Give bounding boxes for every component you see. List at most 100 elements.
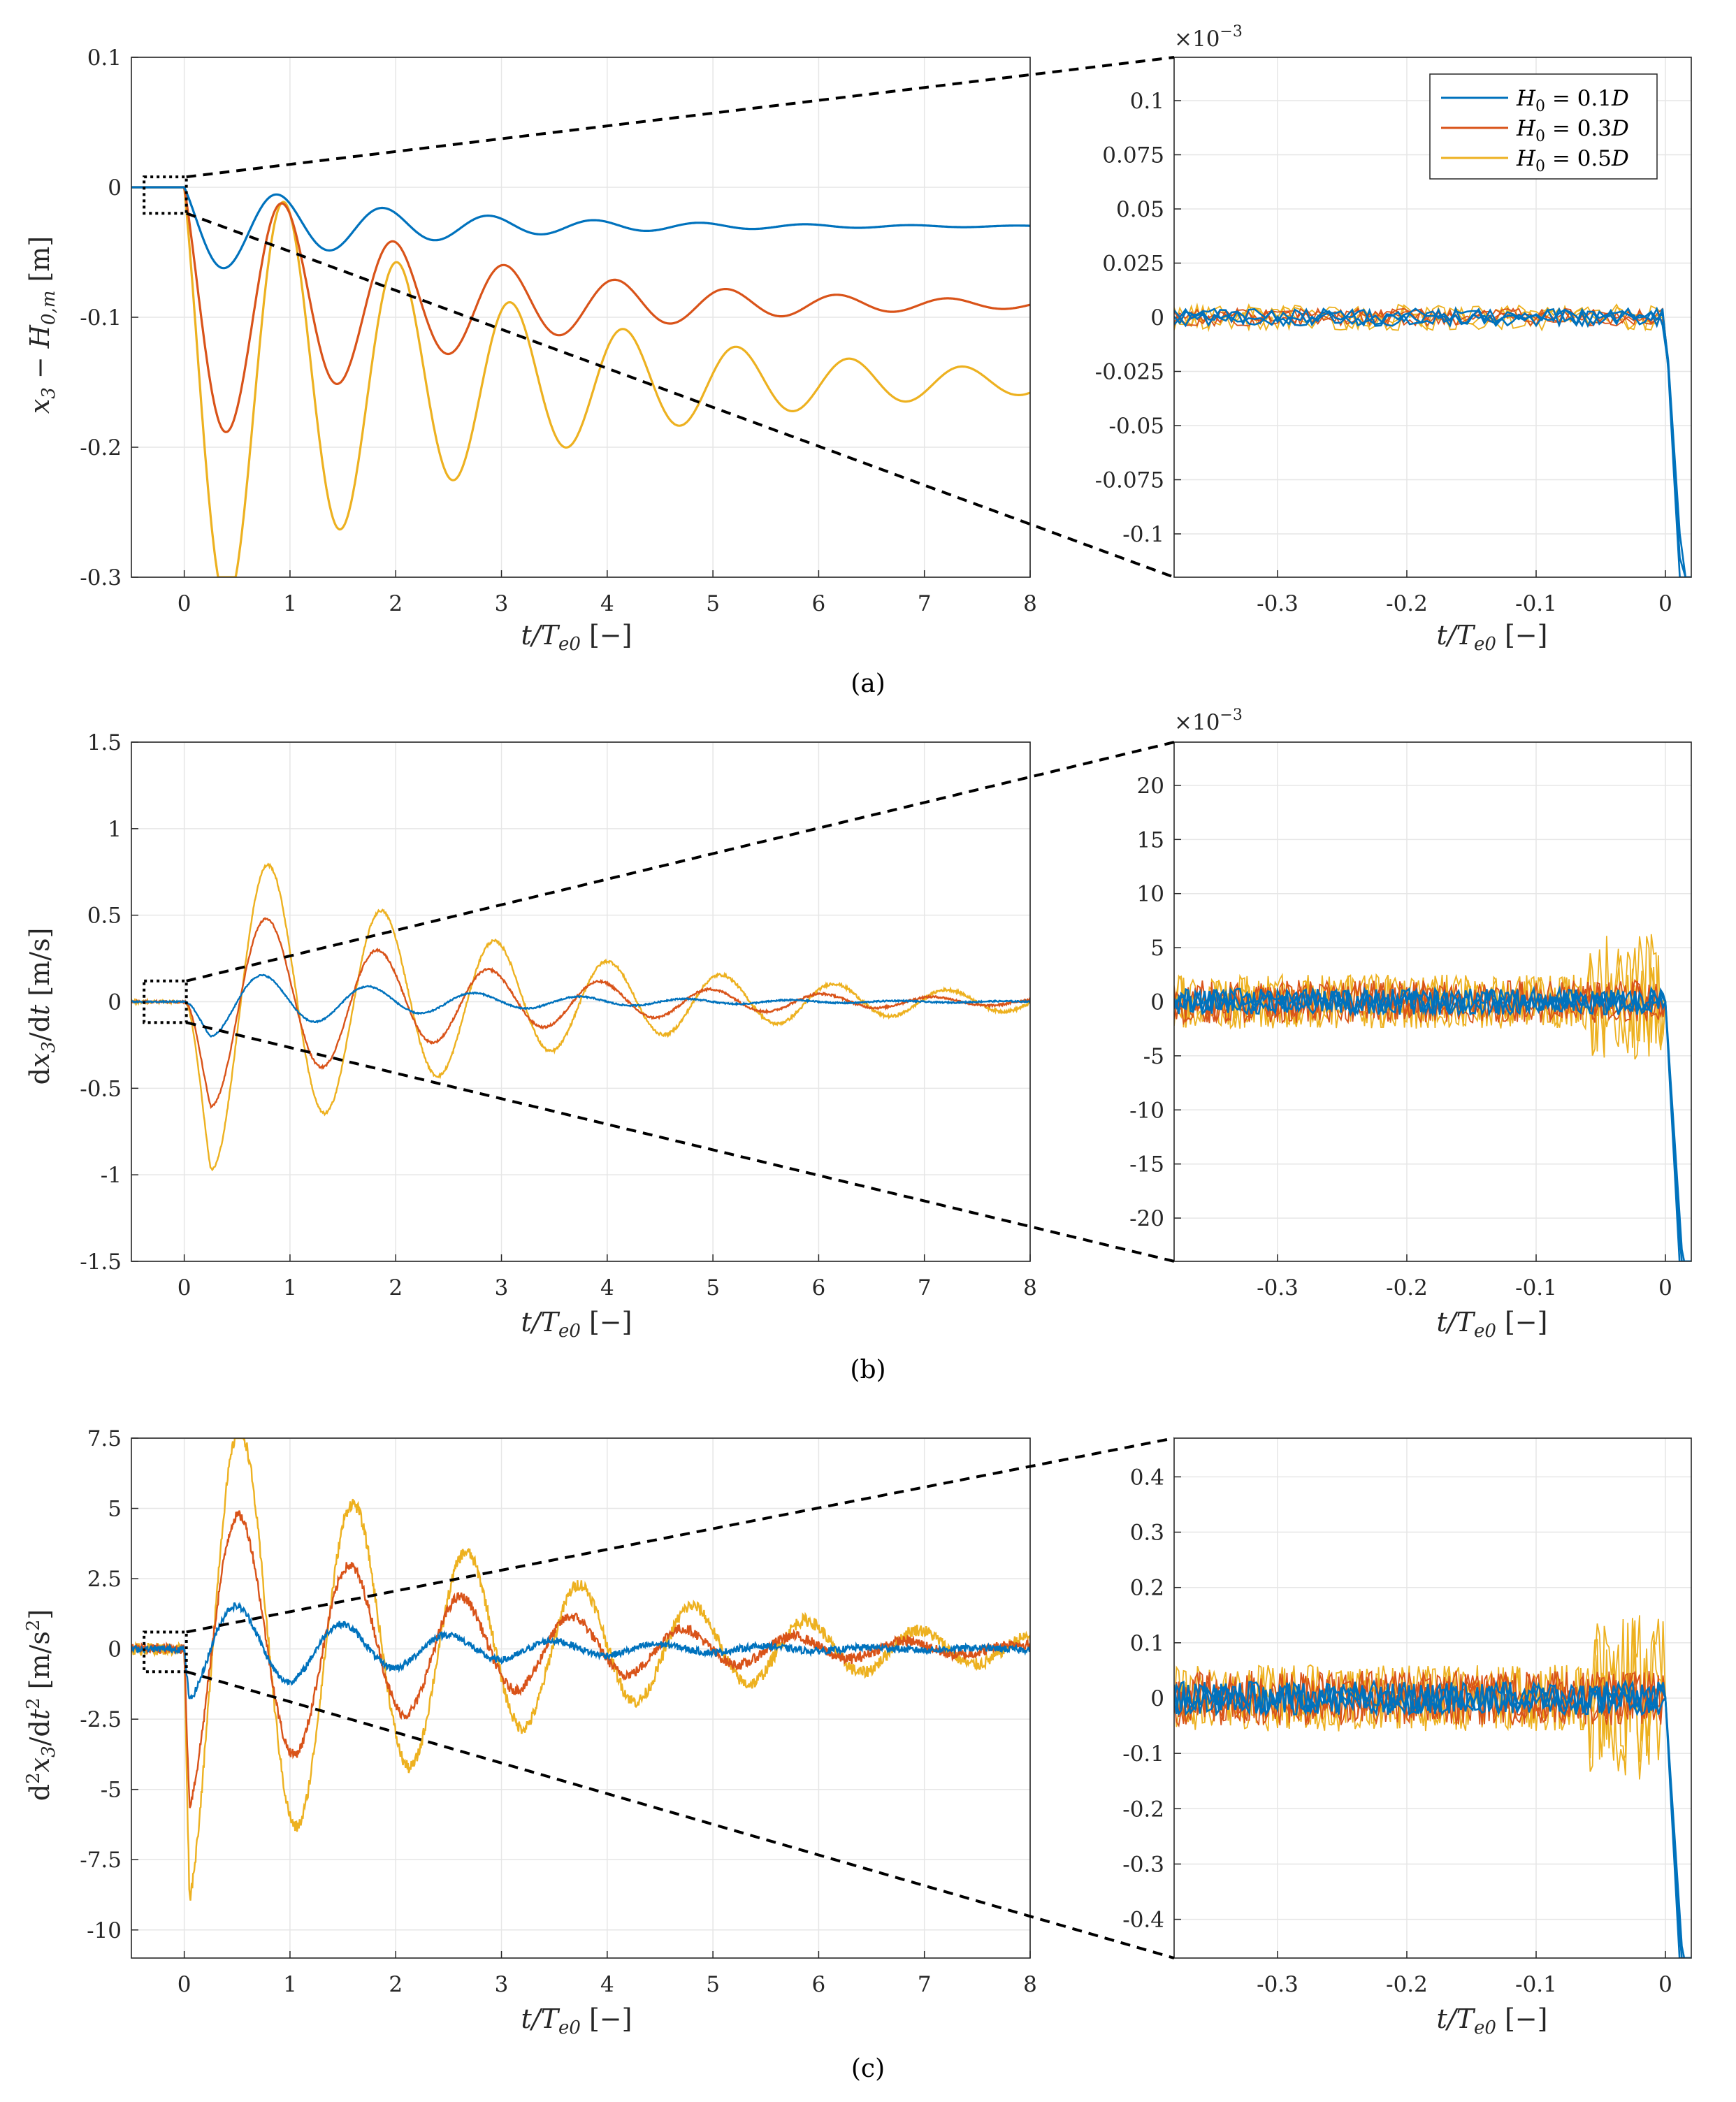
y-tick-label: 0 — [108, 1637, 122, 1662]
x-tick-label: 6 — [812, 1972, 826, 1997]
x-tick-label: -0.1 — [1515, 1275, 1557, 1300]
y-tick-label: 15 — [1137, 827, 1164, 853]
exponent-b-zoom: ×10−3 — [1174, 706, 1243, 735]
x-tick-label: 0 — [178, 1972, 191, 1997]
x-tick-label: -0.2 — [1386, 1972, 1428, 1997]
series-line-h003d — [131, 917, 1030, 1109]
ylabel-b-main: dx3/dt [m/s] — [24, 928, 59, 1085]
x-tick-label: 2 — [389, 1275, 403, 1300]
zoom-series-line — [1174, 985, 1691, 1261]
x-tick-label: 7 — [918, 591, 932, 616]
y-tick-label: 1 — [108, 817, 122, 842]
series-line-h001d — [131, 186, 1030, 270]
zoom-series-line — [1174, 936, 1691, 1261]
y-tick-label: 1.5 — [87, 730, 122, 755]
caption-b: (b) — [850, 1356, 885, 1384]
y-tick-label: -5 — [1143, 1044, 1164, 1069]
y-tick-label: 0.05 — [1116, 197, 1164, 222]
series-line-h005d — [131, 1438, 1030, 1901]
xlabel-b-main: t/Te0 [−] — [521, 1307, 632, 1342]
y-tick-label: -2.5 — [80, 1707, 122, 1732]
zoom-connector-bottom — [186, 1670, 1175, 1959]
x-tick-label: 7 — [918, 1275, 932, 1300]
plot-area — [131, 1438, 1030, 1958]
chart-c-zoom: -0.3 -0.2 -0.1 0 -0.4 -0.3 -0.2 -0.1 0 0.1 0.2 0.3 0… — [1122, 1437, 1692, 1997]
axes-frame — [131, 1437, 1031, 1959]
y-tick-label: -7.5 — [80, 1848, 122, 1873]
x-tick-label: 1 — [283, 1275, 297, 1300]
zoom-connectors — [185, 56, 1175, 1959]
y-tick-label: -0.3 — [80, 565, 122, 590]
y-tick-label: -0.1 — [1122, 1741, 1164, 1767]
y-tick-label: -0.4 — [1122, 1908, 1164, 1933]
x-tick-label: 3 — [495, 1275, 509, 1300]
x-tick-label: 0 — [1658, 1972, 1672, 1997]
x-tick-label: 8 — [1023, 1275, 1037, 1300]
y-tick-label: -0.3 — [1122, 1852, 1164, 1877]
y-tick-label: 10 — [1137, 882, 1164, 907]
x-tick-label: 4 — [600, 1275, 614, 1300]
x-tick-label: 2 — [389, 591, 403, 616]
y-tick-label: 0.1 — [87, 45, 122, 71]
chart-b-main: 0 1 2 3 4 5 6 7 8 -1.5 -1 -0.5 0 0.5 1 1.5 — [80, 730, 1037, 1300]
zoom-box — [143, 979, 188, 1024]
panel-a: 0 1 2 3 4 5 6 7 8 -0.3 -0.2 -0.1 0 0.1 -0.3 -0.2 -0.1 0 -… — [24, 23, 1692, 698]
caption-a: (a) — [851, 669, 885, 698]
x-tick-label: 1 — [283, 591, 297, 616]
zoom-box — [143, 1630, 188, 1674]
axes-frame — [131, 741, 1031, 1262]
y-tick-label: -1.5 — [80, 1249, 122, 1275]
legend-label-h05: H0 = 0.5D — [1516, 146, 1629, 175]
y-tick-label: -1 — [101, 1163, 122, 1188]
x-tick-label: -0.1 — [1515, 1972, 1557, 1997]
y-tick-label: 20 — [1137, 774, 1164, 799]
axes-frame — [1173, 1437, 1692, 1959]
y-tick-label: -10 — [1129, 1098, 1164, 1123]
x-tick-label: 8 — [1023, 1972, 1037, 1997]
legend-label-h03: H0 = 0.3D — [1516, 116, 1629, 145]
y-tick-label: -5 — [101, 1778, 122, 1803]
x-tick-label: 3 — [495, 591, 509, 616]
panel-b: 0 1 2 3 4 5 6 7 8 -1.5 -1 -0.5 0 0.5 1 1.5 -0.3 -0.2 -0.1… — [24, 706, 1692, 1384]
y-tick-label: -0.1 — [80, 305, 122, 331]
panel-c: 0 1 2 3 4 5 6 7 8-10-7.5-5-2.502.557.5 -0.3 -0.2-… — [23, 1426, 1692, 2083]
y-tick-label: 0 — [108, 990, 122, 1015]
x-tick-label: 0 — [178, 591, 191, 616]
zoom-connector-bottom — [186, 1021, 1175, 1263]
caption-c: (c) — [851, 2054, 885, 2083]
y-tick-label: 0 — [1150, 990, 1164, 1015]
y-tick-label: -10 — [87, 1918, 122, 1943]
y-tick-label: -0.05 — [1109, 414, 1165, 439]
series-line-h001d — [131, 973, 1030, 1038]
y-tick-label: 0.1 — [1130, 89, 1164, 114]
xlabel-c-main: t/Te0 [−] — [521, 2003, 632, 2038]
legend-label-h01: H0 = 0.1D — [1516, 86, 1629, 115]
chart-c-main: 0 1 2 3 4 5 6 7 8 -10 -7.5 -5 -2.5 0 2.5 5 7.5 — [80, 1426, 1037, 1997]
y-tick-label: 0.025 — [1102, 252, 1164, 277]
x-tick-label: 5 — [706, 591, 720, 616]
series-line-h003d — [131, 1510, 1030, 1809]
y-tick-label: 0 — [1150, 1686, 1164, 1711]
y-tick-label: 0.4 — [1130, 1465, 1164, 1490]
y-tick-label: 0.075 — [1102, 143, 1164, 168]
x-tick-label: 0 — [178, 1275, 191, 1300]
legend-box — [1429, 73, 1658, 180]
x-tick-label: -0.3 — [1257, 1275, 1299, 1300]
series-line-h003d — [131, 186, 1030, 433]
y-tick-label: 0.2 — [1130, 1576, 1164, 1601]
y-tick-label: -15 — [1129, 1152, 1164, 1177]
axes-frame — [131, 57, 1031, 578]
x-tick-label: -0.2 — [1386, 591, 1428, 616]
axes-frame — [1173, 741, 1692, 1262]
zoom-series-line — [1174, 306, 1691, 577]
x-tick-label: 6 — [812, 1275, 826, 1300]
x-tick-label: 0 — [1658, 591, 1672, 616]
zoom-series-line — [1174, 307, 1691, 577]
x-tick-label: 5 — [706, 1972, 720, 1997]
zoom-connector-top — [186, 56, 1175, 179]
y-tick-label: 0 — [108, 175, 122, 201]
x-tick-label: -0.1 — [1515, 591, 1557, 616]
y-tick-label: -0.5 — [80, 1076, 122, 1101]
